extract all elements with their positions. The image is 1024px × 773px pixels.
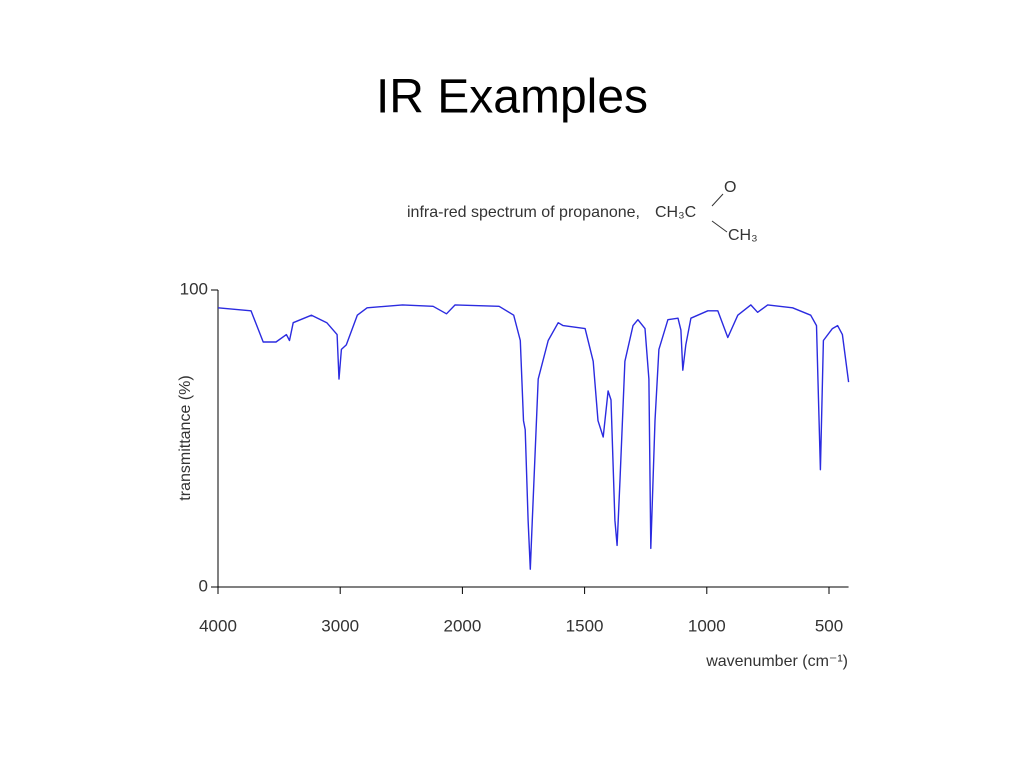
y-axis-label: transmittance (%): [177, 375, 194, 500]
formula-main: CH₃C: [655, 204, 696, 221]
x-tick-label: 4000: [199, 616, 237, 635]
y-tick-label: 100: [180, 279, 208, 298]
x-tick-label: 2000: [443, 616, 481, 635]
formula-bottom: CH₃: [728, 227, 758, 244]
formula-top: O: [724, 179, 736, 196]
formula-bond: [711, 193, 724, 207]
spectrum-line: [217, 304, 850, 570]
x-axis-label: wavenumber (cm⁻¹): [705, 653, 848, 670]
x-tick-label: 1000: [688, 616, 726, 635]
formula-bond: [711, 220, 728, 233]
x-tick-label: 1500: [566, 616, 604, 635]
slide-title: IR Examples: [376, 71, 648, 124]
y-tick-label: 0: [199, 576, 208, 595]
x-tick-label: 500: [815, 616, 843, 635]
chart-subtitle: infra-red spectrum of propanone,: [407, 204, 640, 221]
x-tick-label: 3000: [321, 616, 359, 635]
